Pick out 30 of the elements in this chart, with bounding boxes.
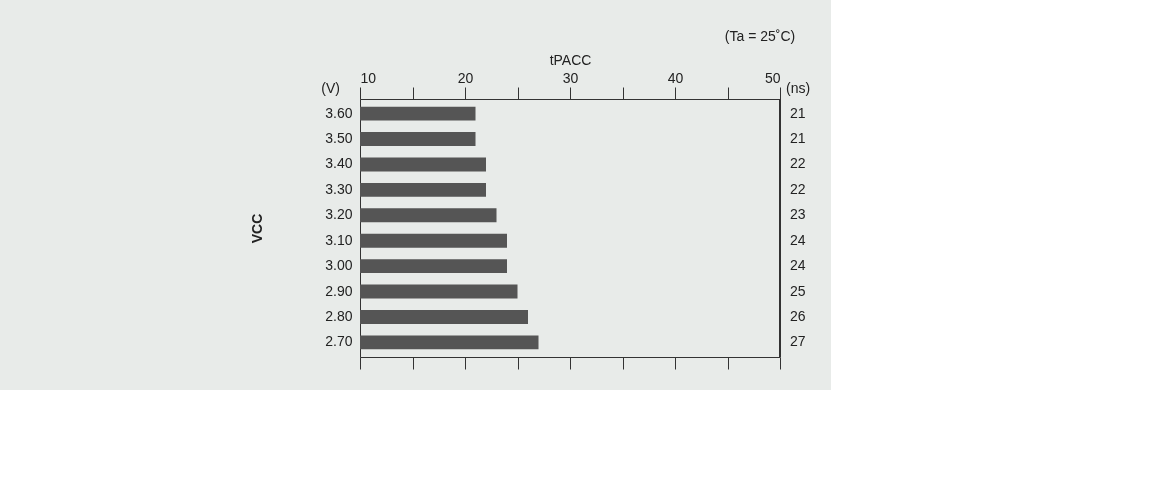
- text: (V): [321, 80, 340, 96]
- y-axis-title: VCC: [249, 213, 266, 244]
- data-label: 22: [790, 155, 806, 172]
- text: (ns): [786, 80, 811, 96]
- data-label: 24: [790, 257, 806, 274]
- y-tick-label: 3.40: [325, 155, 353, 172]
- y-tick-label: 3.10: [325, 231, 353, 248]
- x-tick-label: 50: [764, 69, 781, 86]
- data-label: 27: [790, 333, 806, 350]
- x-tick-label: 30: [562, 69, 579, 86]
- data-label: 25: [790, 282, 806, 299]
- y-tick-label: 3.60: [325, 104, 353, 121]
- y-tick-label: 2.70: [325, 333, 353, 350]
- y-tick-label: 3.50: [325, 130, 353, 147]
- y-tick-label: 2.80: [325, 307, 353, 324]
- text: (Ta = 25˚C): [724, 28, 796, 44]
- data-label: 26: [790, 307, 806, 324]
- x-tick-label: 10: [360, 69, 377, 86]
- y-tick-label: 3.20: [325, 206, 353, 223]
- x-axis-title: tPACC: [549, 51, 592, 68]
- y-tick-label: 3.30: [325, 180, 353, 197]
- data-label: 21: [790, 130, 806, 147]
- x-tick-label: 20: [457, 69, 474, 86]
- y-tick-label: 2.90: [325, 282, 353, 299]
- x-tick-label: 40: [667, 69, 684, 86]
- data-label: 23: [790, 206, 806, 223]
- data-label: 21: [790, 104, 806, 121]
- y-tick-label: 3.00: [325, 257, 353, 274]
- data-label: 22: [790, 180, 806, 197]
- data-label: 24: [790, 231, 806, 248]
